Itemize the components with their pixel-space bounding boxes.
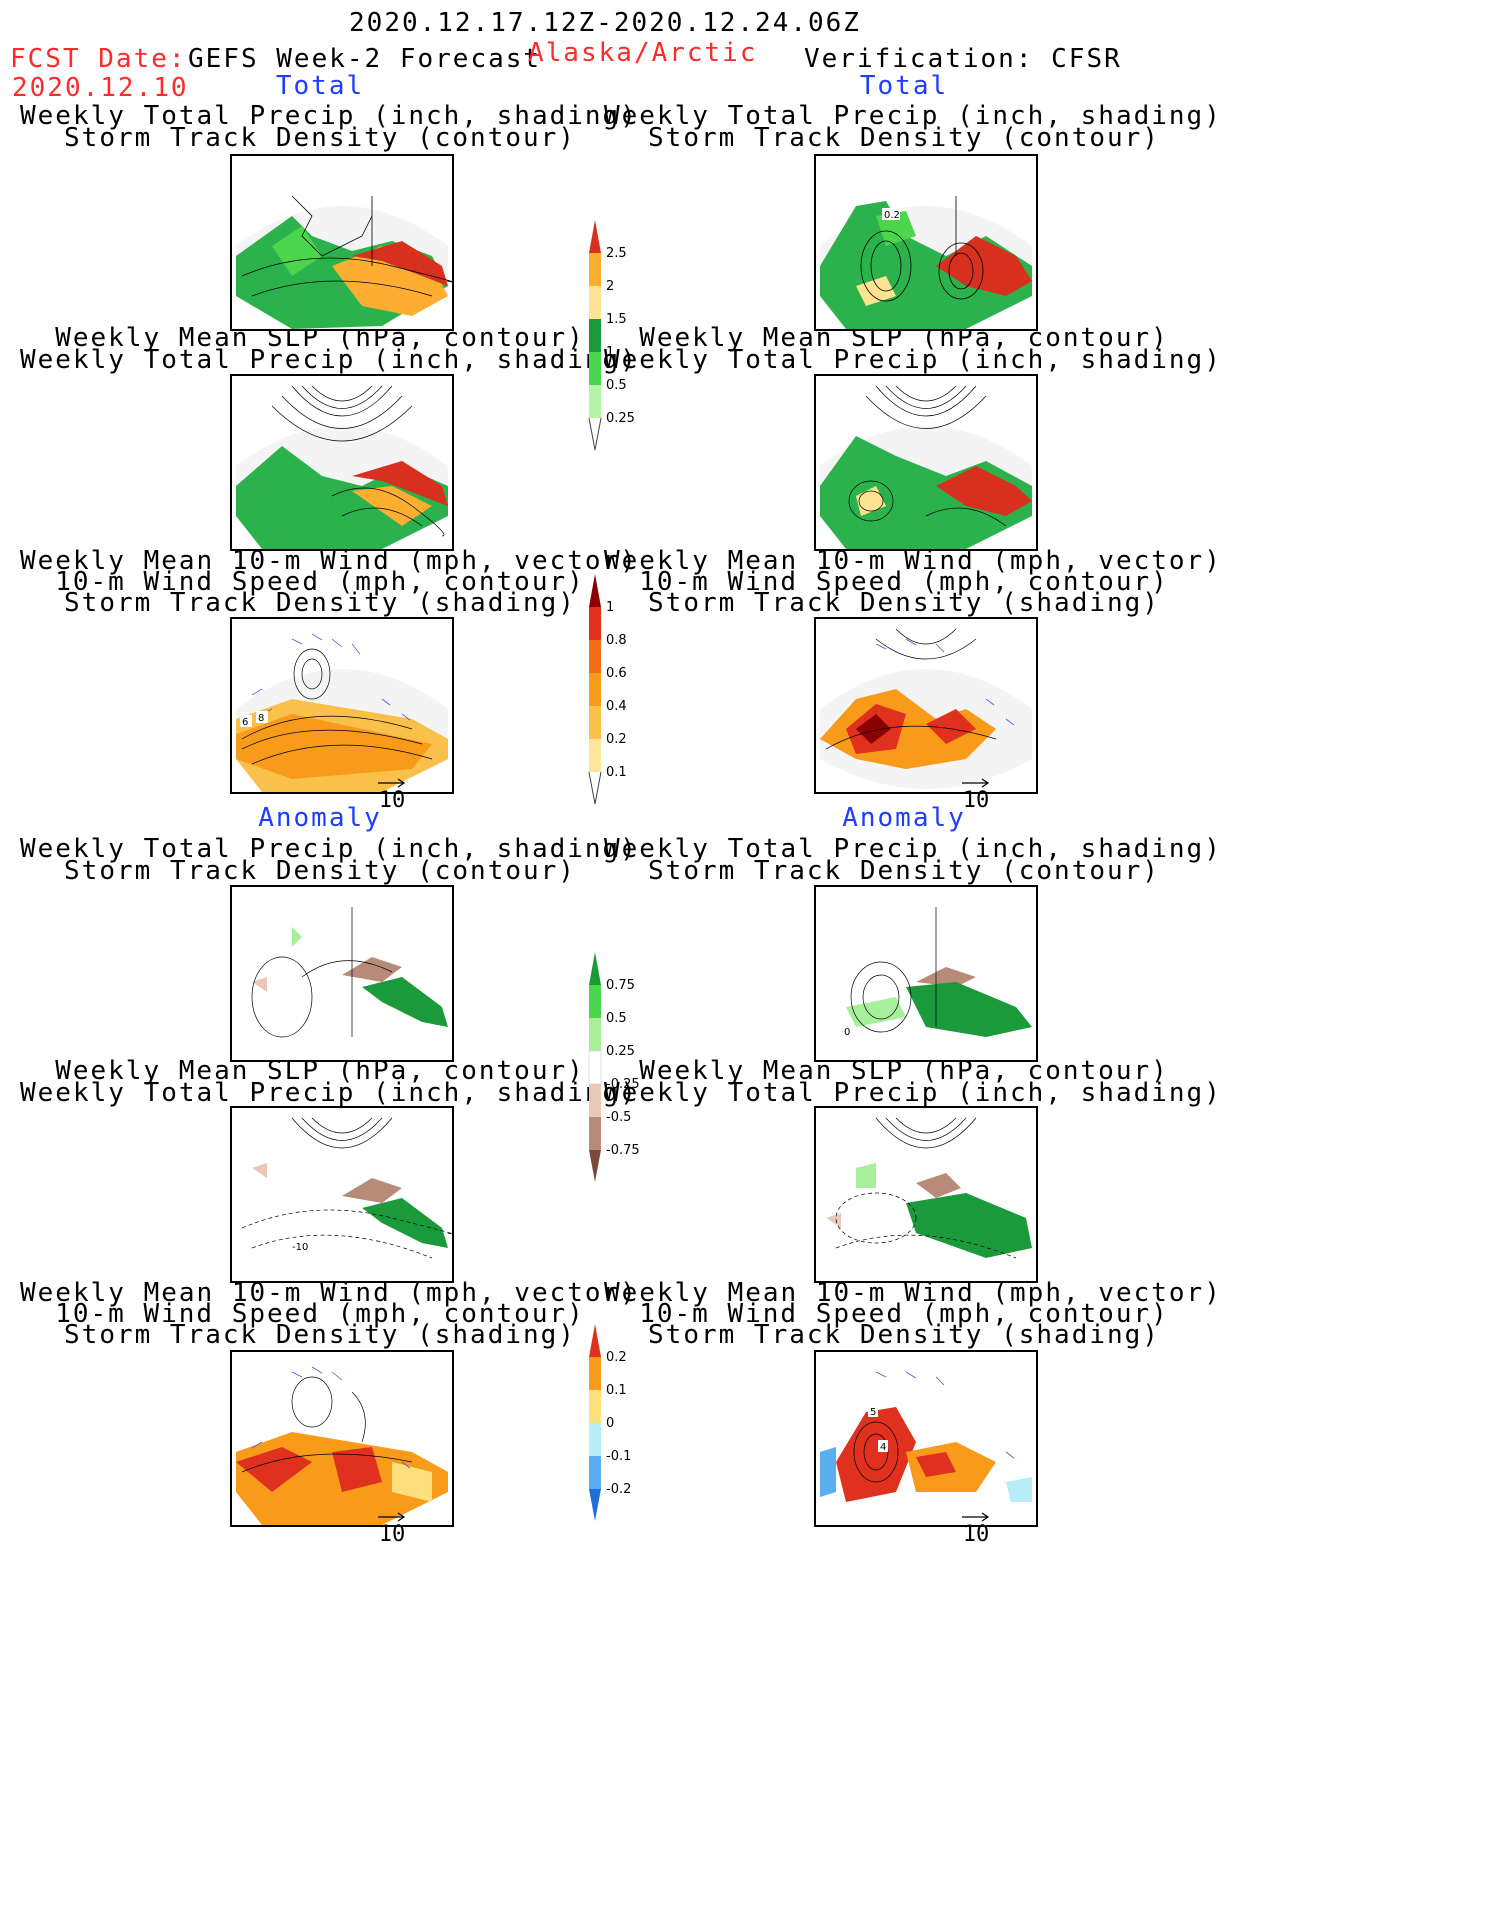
colorbar-tick: 0.8 (606, 633, 627, 648)
colorbar-tick: 1 (606, 345, 615, 360)
colorbar-tick: 0.25 (606, 411, 635, 426)
map-total-wind-track-forecast: 6 8 (230, 617, 454, 794)
colorbar-anomaly-precip: 0.75 0.5 0.25 -0.25 -0.5 -0.75 (588, 952, 708, 1184)
colorbar-tick: -0.5 (606, 1110, 632, 1125)
map-total-slp-precip-observed (814, 374, 1038, 551)
contour-label: 4 (880, 1442, 886, 1453)
colorbar-tick: -0.25 (606, 1077, 640, 1092)
map-total-precip-track-observed: 0.2 (814, 154, 1038, 331)
colorbar-tick: 0.75 (606, 978, 635, 993)
colorbar-total-precip: 2.5 2 1.5 1 0.5 0.25 (588, 220, 708, 451)
verification-title: Verification: CFSR (804, 44, 1122, 74)
colorbar-tick: 0.5 (606, 378, 627, 393)
colorbar-total-track: 1 0.8 0.6 0.4 0.2 0.1 (588, 574, 708, 806)
colorbar-tick: -0.1 (606, 1449, 632, 1464)
title-anom-wind-obs-1: Weekly Mean 10-m Wind (mph, vector) (604, 1278, 1222, 1308)
section-total-left: Total (275, 71, 365, 101)
title-slp-fcst-2: Weekly Total Precip (inch, shading) (20, 345, 638, 375)
colorbar-tick: 0 (606, 1416, 615, 1431)
title-wind-obs-1: Weekly Mean 10-m Wind (mph, vector) (604, 546, 1222, 576)
colorbar-tick: 0.2 (606, 1350, 627, 1365)
colorbar-tick: 1.5 (606, 312, 627, 327)
arrow-right-icon (962, 1512, 990, 1522)
colorbar-tick: 0.6 (606, 666, 627, 681)
title-wind-fcst-3: Storm Track Density (shading) (64, 588, 576, 618)
colorbar-tick: 0.2 (606, 732, 627, 747)
title-anom-wind-obs-3: Storm Track Density (shading) (648, 1320, 1160, 1350)
contour-label: 6 (242, 717, 248, 728)
colorbar-tick: -0.2 (606, 1482, 632, 1497)
title-anom-slp-fcst-1: Weekly Mean SLP (hPa, contour) (55, 1056, 585, 1086)
map-total-slp-precip-forecast (230, 374, 454, 551)
model-title: GEFS Week-2 Forecast (188, 44, 542, 74)
fcst-date-label: FCST Date: (10, 44, 187, 74)
title-precip-track-obs-2: Storm Track Density (contour) (648, 123, 1160, 153)
region-title: Alaska/Arctic (528, 38, 758, 68)
contour-label: 0.2 (884, 210, 900, 221)
map-anomaly-wind-track-observed: 5 4 (814, 1350, 1038, 1527)
title-anom-wind-fcst-2: 10-m Wind Speed (mph, contour) (55, 1299, 585, 1329)
title-anom-slp-obs-2: Weekly Total Precip (inch, shading) (604, 1078, 1222, 1108)
colorbar-tick: 0.25 (606, 1044, 635, 1059)
colorbar-tick: 0.4 (606, 699, 627, 714)
map-anomaly-slp-precip-observed (814, 1106, 1038, 1283)
title-anom-precip-obs-2: Storm Track Density (contour) (648, 856, 1160, 886)
map-total-precip-track-forecast (230, 154, 454, 331)
vector-reference-anomaly-observed: 10 (946, 1512, 1006, 1547)
vector-reference-label: 10 (962, 788, 990, 813)
vector-reference-total-forecast: 10 (362, 778, 422, 813)
title-slp-obs-2: Weekly Total Precip (inch, shading) (604, 345, 1222, 375)
map-anomaly-precip-track-forecast (230, 885, 454, 1062)
arrow-right-icon (378, 778, 406, 788)
section-total-right: Total (859, 71, 949, 101)
colorbar-tick: 2.5 (606, 246, 627, 261)
colorbar-tick: 0.1 (606, 1383, 627, 1398)
colorbar-tick: 0.5 (606, 1011, 627, 1026)
title-anom-wind-fcst-1: Weekly Mean 10-m Wind (mph, vector) (20, 1278, 638, 1308)
title-slp-fcst-1: Weekly Mean SLP (hPa, contour) (55, 323, 585, 353)
title-anom-precip-fcst-2: Storm Track Density (contour) (64, 856, 576, 886)
title-anom-wind-obs-2: 10-m Wind Speed (mph, contour) (639, 1299, 1169, 1329)
title-wind-fcst-2: 10-m Wind Speed (mph, contour) (55, 567, 585, 597)
contour-label: 5 (870, 1407, 876, 1418)
arrow-right-icon (378, 1512, 406, 1522)
vector-reference-label: 10 (378, 788, 406, 813)
title-wind-fcst-1: Weekly Mean 10-m Wind (mph, vector) (20, 546, 638, 576)
vector-reference-label: 10 (962, 1522, 990, 1547)
colorbar-tick: -0.75 (606, 1143, 640, 1158)
title-anom-precip-obs-1: Weekly Total Precip (inch, shading) (604, 834, 1222, 864)
map-anomaly-wind-track-forecast (230, 1350, 454, 1527)
map-anomaly-slp-precip-forecast: -10 (230, 1106, 454, 1283)
arrow-right-icon (962, 778, 990, 788)
title-precip-track-obs-1: Weekly Total Precip (inch, shading) (604, 101, 1222, 131)
title-wind-obs-3: Storm Track Density (shading) (648, 588, 1160, 618)
section-anomaly-left: Anomaly (258, 803, 382, 833)
title-precip-track-fcst-2: Storm Track Density (contour) (64, 123, 576, 153)
colorbar-anomaly-track: 0.2 0.1 0 -0.1 -0.2 (588, 1324, 708, 1524)
colorbar-tick: 2 (606, 279, 615, 294)
colorbar-tick: 1 (606, 600, 615, 615)
contour-label: -10 (292, 1242, 308, 1253)
title-precip-track-fcst-1: Weekly Total Precip (inch, shading) (20, 101, 638, 131)
title-anom-precip-fcst-1: Weekly Total Precip (inch, shading) (20, 834, 638, 864)
vector-reference-label: 10 (378, 1522, 406, 1547)
section-anomaly-right: Anomaly (842, 803, 966, 833)
colorbar-tick: 0.1 (606, 765, 627, 780)
title-anom-slp-obs-1: Weekly Mean SLP (hPa, contour) (639, 1056, 1169, 1086)
title-wind-obs-2: 10-m Wind Speed (mph, contour) (639, 567, 1169, 597)
date-range-title: 2020.12.17.12Z-2020.12.24.06Z (349, 8, 861, 38)
contour-label: 8 (258, 713, 264, 724)
map-anomaly-precip-track-observed: 0 (814, 885, 1038, 1062)
fcst-date-value: 2020.12.10 (12, 73, 189, 103)
contour-label: 0 (844, 1027, 850, 1038)
title-anom-slp-fcst-2: Weekly Total Precip (inch, shading) (20, 1078, 638, 1108)
vector-reference-total-observed: 10 (946, 778, 1006, 813)
vector-reference-anomaly-forecast: 10 (362, 1512, 422, 1547)
title-anom-wind-fcst-3: Storm Track Density (shading) (64, 1320, 576, 1350)
map-total-wind-track-observed (814, 617, 1038, 794)
